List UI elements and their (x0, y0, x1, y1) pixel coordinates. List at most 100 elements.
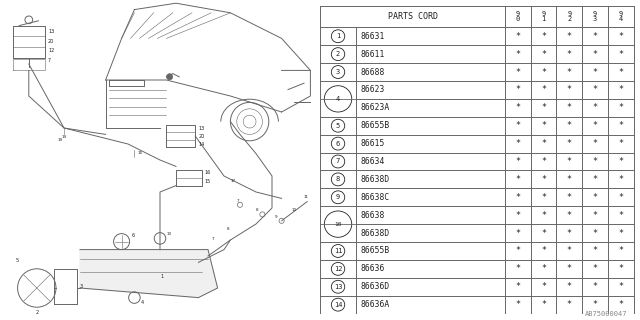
Text: *: * (593, 175, 598, 184)
Text: *: * (618, 50, 623, 59)
Text: *: * (515, 246, 520, 255)
Text: 9: 9 (275, 215, 278, 219)
Text: *: * (567, 85, 572, 94)
Text: *: * (567, 246, 572, 255)
Text: 8: 8 (227, 228, 230, 231)
Text: 9
1: 9 1 (541, 11, 546, 22)
Text: 10: 10 (334, 222, 342, 227)
Text: 7: 7 (336, 158, 340, 164)
Text: 13: 13 (198, 125, 205, 131)
Text: 86638C: 86638C (361, 193, 390, 202)
Text: 86623: 86623 (361, 85, 385, 94)
Text: *: * (593, 264, 598, 273)
Text: *: * (567, 282, 572, 291)
Text: *: * (567, 103, 572, 112)
Text: *: * (515, 85, 520, 94)
Text: *: * (618, 228, 623, 237)
Text: 86623A: 86623A (361, 103, 390, 112)
Text: *: * (515, 32, 520, 41)
Text: AB75000047: AB75000047 (585, 311, 627, 317)
Text: 15: 15 (205, 179, 211, 184)
Text: 19: 19 (61, 135, 67, 139)
Text: PARTS CORD: PARTS CORD (387, 12, 438, 21)
Text: *: * (541, 211, 546, 220)
Text: 86636D: 86636D (361, 282, 390, 291)
Text: 3: 3 (336, 69, 340, 75)
Text: *: * (541, 50, 546, 59)
Text: 16: 16 (205, 170, 211, 175)
Text: 7: 7 (211, 237, 214, 241)
Text: *: * (593, 193, 598, 202)
Text: *: * (618, 175, 623, 184)
Text: 8: 8 (336, 176, 340, 182)
Text: *: * (515, 193, 520, 202)
Text: *: * (567, 228, 572, 237)
Text: 86638D: 86638D (361, 175, 390, 184)
Text: *: * (515, 68, 520, 76)
Text: *: * (541, 139, 546, 148)
Text: 17: 17 (230, 180, 236, 183)
Text: 6: 6 (131, 233, 134, 238)
Text: *: * (618, 68, 623, 76)
Text: *: * (541, 193, 546, 202)
Text: *: * (567, 121, 572, 130)
Text: *: * (593, 211, 598, 220)
Text: *: * (593, 85, 598, 94)
Text: 86634: 86634 (361, 157, 385, 166)
Text: *: * (567, 175, 572, 184)
Circle shape (166, 74, 173, 80)
Text: *: * (515, 175, 520, 184)
Text: *: * (618, 157, 623, 166)
Text: 9
3: 9 3 (593, 11, 597, 22)
Text: *: * (515, 103, 520, 112)
Text: *: * (567, 139, 572, 148)
Text: 2: 2 (336, 51, 340, 57)
Text: 9
4: 9 4 (619, 11, 623, 22)
Text: *: * (618, 264, 623, 273)
Text: *: * (515, 228, 520, 237)
Text: *: * (618, 300, 623, 309)
Text: 86615: 86615 (361, 139, 385, 148)
Text: *: * (567, 211, 572, 220)
Text: *: * (541, 103, 546, 112)
Text: 11: 11 (334, 248, 342, 254)
Text: 7: 7 (237, 199, 239, 203)
Text: *: * (515, 300, 520, 309)
Text: 5: 5 (336, 123, 340, 129)
Text: 14: 14 (334, 302, 342, 308)
Text: *: * (515, 264, 520, 273)
Text: *: * (593, 246, 598, 255)
Text: *: * (618, 282, 623, 291)
Text: 86655B: 86655B (361, 246, 390, 255)
Text: *: * (541, 228, 546, 237)
Text: 4: 4 (141, 300, 144, 305)
Text: 14: 14 (198, 141, 205, 147)
Text: *: * (515, 211, 520, 220)
Text: 12: 12 (48, 48, 54, 53)
Text: 12: 12 (334, 266, 342, 272)
Text: *: * (618, 139, 623, 148)
Text: *: * (515, 282, 520, 291)
Text: *: * (618, 32, 623, 41)
Text: 13: 13 (334, 284, 342, 290)
Text: 11: 11 (304, 196, 309, 199)
Text: *: * (515, 139, 520, 148)
Text: 9
2: 9 2 (567, 11, 572, 22)
Text: *: * (567, 300, 572, 309)
Text: *: * (541, 157, 546, 166)
Text: *: * (593, 32, 598, 41)
Text: *: * (567, 157, 572, 166)
Text: *: * (515, 121, 520, 130)
Text: 15: 15 (138, 151, 143, 155)
Text: *: * (567, 68, 572, 76)
Text: *: * (541, 300, 546, 309)
Text: *: * (618, 121, 623, 130)
Text: *: * (515, 50, 520, 59)
Text: *: * (618, 246, 623, 255)
Text: 3: 3 (80, 284, 83, 289)
Text: *: * (541, 121, 546, 130)
Polygon shape (80, 250, 218, 298)
Text: 86655B: 86655B (361, 121, 390, 130)
Text: *: * (593, 68, 598, 76)
Text: *: * (567, 264, 572, 273)
